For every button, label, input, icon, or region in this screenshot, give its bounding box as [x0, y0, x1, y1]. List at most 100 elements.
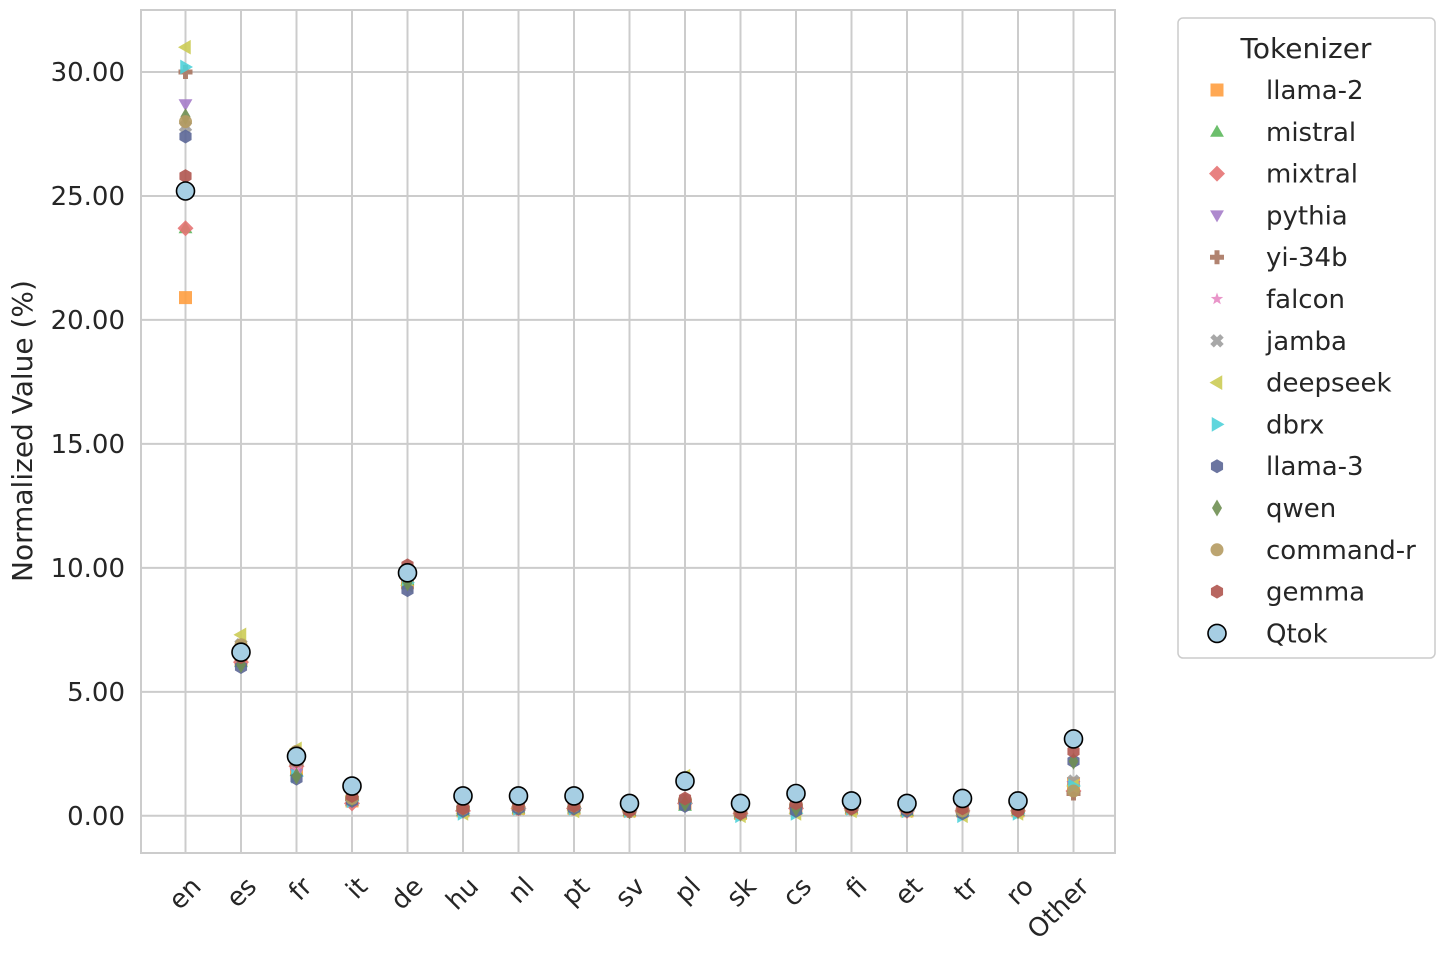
legend-marker-llama-2	[1210, 83, 1224, 97]
legend-item-deepseek: deepseek	[1209, 369, 1392, 399]
x-tick-label: fi	[841, 872, 874, 905]
legend-marker-mistral	[1210, 124, 1224, 137]
y-tick-label: 25.00	[51, 182, 125, 212]
legend-label: dbrx	[1266, 410, 1324, 440]
legend-marker-gemma	[1210, 584, 1224, 599]
point-mixtral-en	[177, 220, 194, 237]
point-llama-3-en	[179, 129, 192, 144]
legend-label: gemma	[1266, 578, 1365, 608]
legend-item-command-r: command-r	[1210, 536, 1416, 566]
x-tick-label: en	[163, 872, 207, 916]
legend: Tokenizer llama-2 mistral mixtral pythia yi-…	[1177, 17, 1436, 659]
point-Qtok-pl	[675, 771, 695, 791]
x-tick-label: de	[385, 872, 429, 916]
point-dbrx-en	[180, 59, 193, 75]
point-Qtok-sv	[619, 793, 640, 814]
legend-box	[1177, 17, 1436, 659]
point-qwen-Other	[1068, 752, 1079, 770]
plot-frame	[140, 9, 1116, 854]
point-Qtok-cs	[786, 783, 806, 804]
point-Qtok-fi	[841, 791, 862, 811]
x-tick-label: sv	[610, 872, 652, 914]
x-tick-label: ro	[1000, 872, 1040, 912]
legend-item-mixtral: mixtral	[1209, 160, 1358, 190]
legend-item-falcon: falcon	[1210, 285, 1345, 315]
point-Qtok-Other	[1063, 729, 1084, 749]
legend-label: pythia	[1266, 201, 1348, 231]
legend-marker-Qtok	[1207, 623, 1227, 644]
legend-item-dbrx: dbrx	[1211, 410, 1324, 440]
x-tick-label: et	[889, 872, 929, 912]
legend-label: jamba	[1265, 327, 1347, 357]
legend-label: yi-34b	[1266, 243, 1348, 273]
x-tick-label: tr	[948, 872, 984, 908]
point-Qtok-ro	[1008, 791, 1028, 811]
y-axis: 0.00 5.00 10.00 15.00 20.00 25.00 30.00	[51, 58, 125, 832]
x-tick-label: hu	[440, 872, 485, 917]
point-Qtok-fr	[286, 746, 307, 767]
legend-label: mixtral	[1266, 160, 1358, 190]
legend-marker-qwen	[1212, 499, 1222, 517]
legend-label: deepseek	[1266, 369, 1392, 399]
legend-marker-falcon	[1210, 292, 1224, 305]
legend-item-llama-2: llama-2	[1210, 76, 1364, 106]
point-command-r-Other	[1067, 784, 1080, 798]
point-pythia-en	[178, 99, 193, 112]
x-tick-label: pt	[556, 872, 596, 912]
legend-item-gemma: gemma	[1210, 578, 1365, 608]
legend-marker-dbrx	[1211, 417, 1225, 432]
point-Qtok-sk	[730, 793, 751, 814]
plot-area	[141, 10, 1115, 853]
grid	[141, 10, 1115, 853]
x-tick-label: nl	[502, 872, 540, 910]
legend-marker-yi-34b	[1210, 250, 1224, 265]
data-points	[175, 39, 1084, 824]
legend-label: Qtok	[1266, 619, 1328, 649]
point-gemma-pl	[678, 791, 692, 806]
legend-marker-pythia	[1210, 210, 1224, 223]
y-tick-label: 20.00	[51, 306, 125, 336]
legend-item-qwen: qwen	[1212, 494, 1336, 524]
legend-label: command-r	[1266, 536, 1416, 566]
point-Qtok-pt	[564, 786, 584, 806]
legend-label: qwen	[1266, 494, 1336, 524]
legend-label: llama-3	[1266, 452, 1364, 482]
point-deepseek-en	[178, 39, 191, 55]
x-tick-label: es	[221, 872, 263, 914]
point-Qtok-tr	[952, 788, 973, 809]
y-tick-label: 15.00	[51, 430, 125, 460]
legend-item-jamba: jamba	[1210, 327, 1347, 357]
legend-label: mistral	[1266, 118, 1356, 148]
x-tick-label: Other	[1022, 872, 1096, 946]
point-Qtok-de	[397, 563, 418, 583]
point-llama-2-en	[179, 291, 192, 305]
x-tick-label: pl	[669, 872, 707, 910]
legend-label: falcon	[1266, 285, 1345, 315]
point-gemma-en	[179, 169, 192, 184]
point-Qtok-es	[231, 642, 251, 662]
x-tick-label: fr	[283, 872, 318, 907]
legend-title: Tokenizer	[1240, 32, 1372, 65]
legend-label: llama-2	[1266, 76, 1364, 106]
y-tick-label: 30.00	[51, 58, 125, 88]
legend-item-mistral: mistral	[1210, 118, 1356, 148]
point-deepseek-es	[233, 627, 247, 643]
legend-marker-deepseek	[1209, 375, 1223, 390]
x-tick-label: cs	[777, 872, 818, 913]
point-yi-34b-en	[178, 64, 193, 79]
legend-marker-command-r	[1210, 543, 1224, 557]
point-Qtok-hu	[453, 786, 473, 806]
y-tick-label: 5.00	[67, 678, 125, 708]
point-qwen-fr	[291, 767, 302, 785]
legend-marker-jamba	[1210, 334, 1224, 348]
legend-item-yi-34b: yi-34b	[1210, 243, 1348, 273]
x-tick-label: sk	[721, 872, 762, 913]
legend-marker-llama-3	[1210, 459, 1224, 474]
point-command-r-en	[179, 115, 192, 129]
point-Qtok-it	[342, 776, 362, 796]
legend-marker-mixtral	[1209, 165, 1225, 182]
y-axis-label: Normalized Value (%)	[6, 280, 39, 582]
y-tick-label: 10.00	[51, 554, 125, 584]
